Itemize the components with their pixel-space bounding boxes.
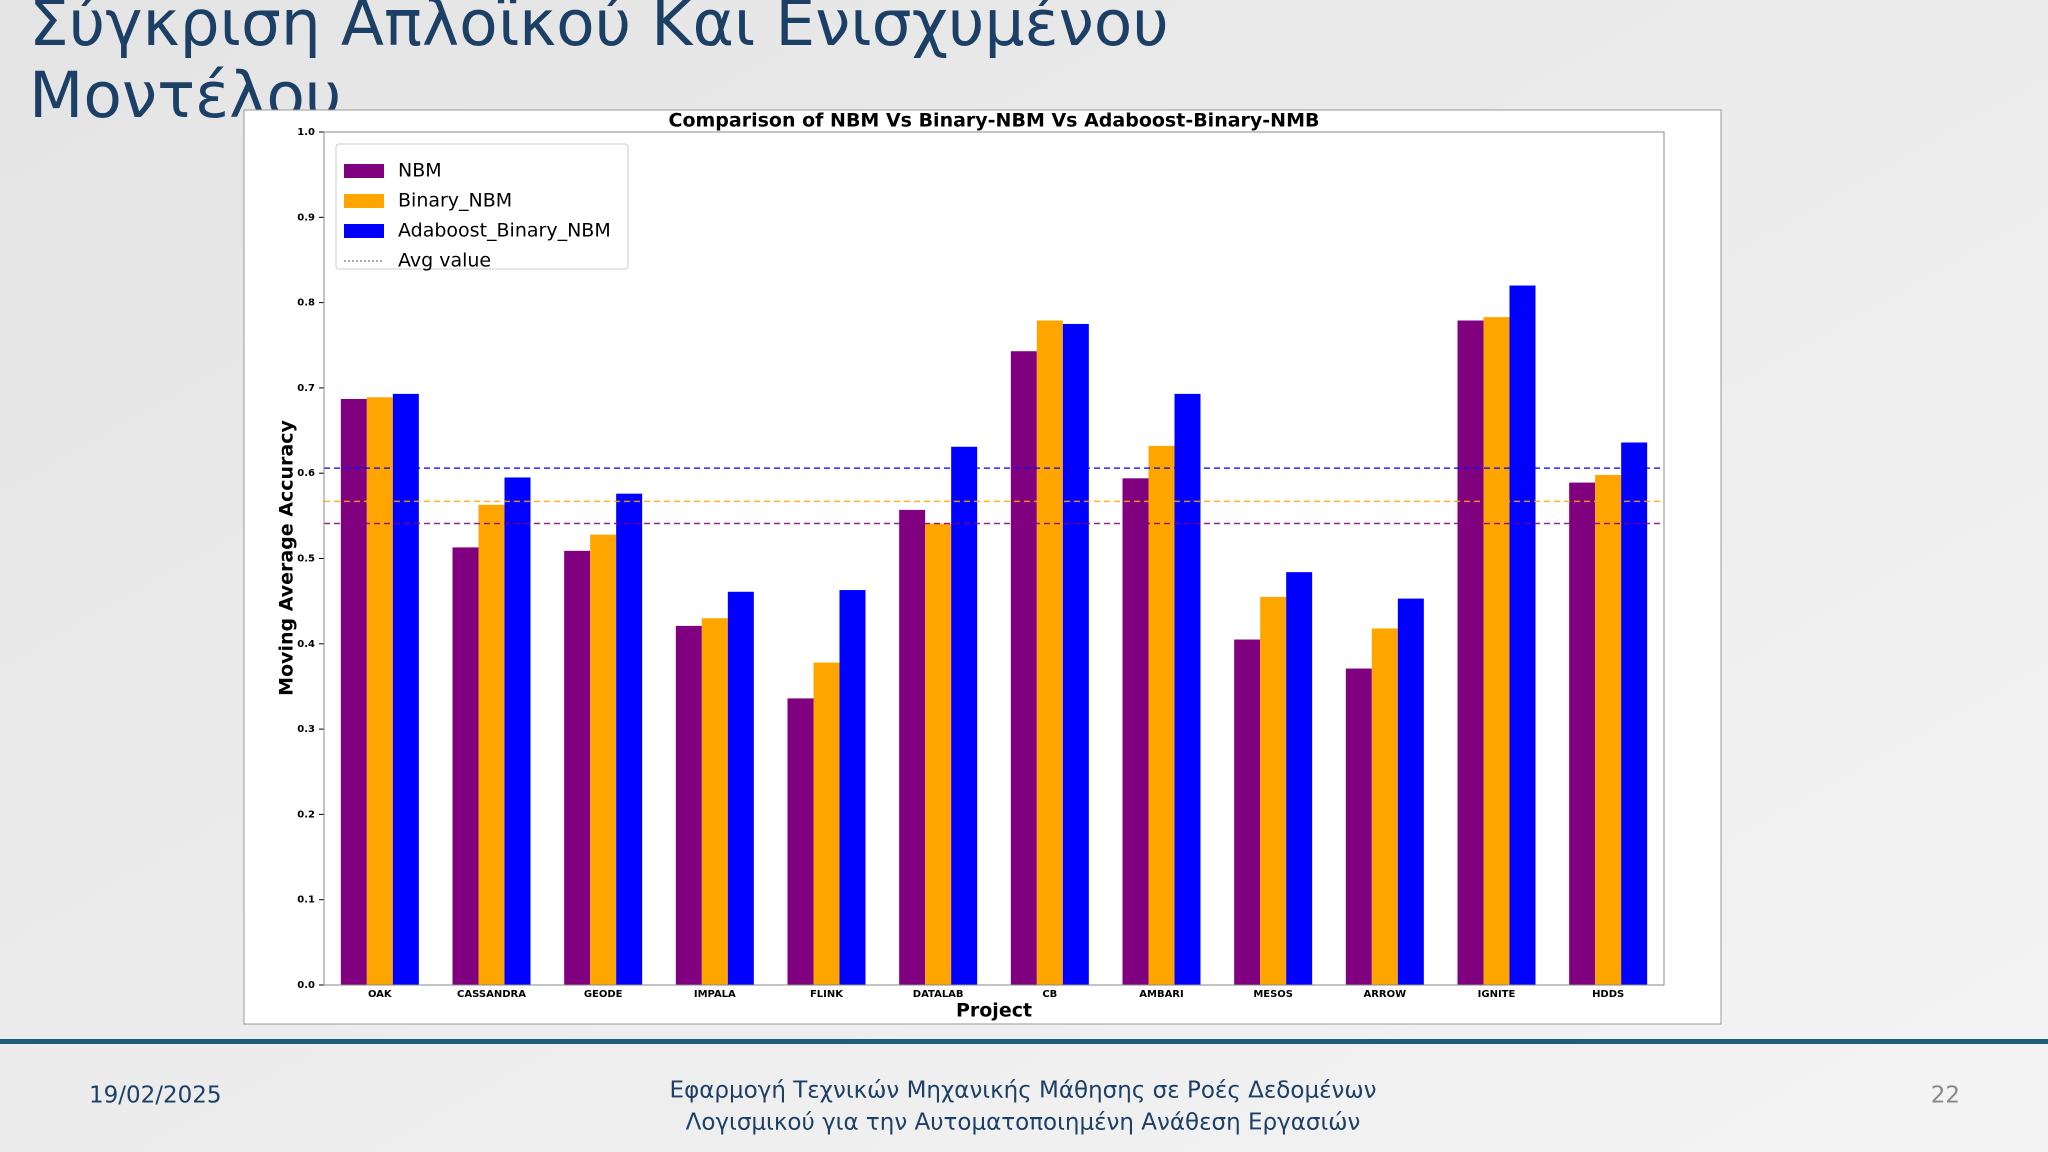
y-tick-label: 0.3 xyxy=(297,724,315,735)
bar xyxy=(1122,478,1149,985)
x-tick-label: AMBARI xyxy=(1139,989,1183,1000)
bar xyxy=(1260,596,1287,985)
y-axis-label: Moving Average Accuracy xyxy=(276,419,298,695)
legend-label: NBM xyxy=(398,160,442,182)
bar xyxy=(1509,285,1536,985)
chart-title: Comparison of NBM Vs Binary-NBM Vs Adabo… xyxy=(669,110,1320,132)
bar xyxy=(1397,598,1424,985)
bar xyxy=(366,397,393,986)
bar xyxy=(1036,320,1063,985)
bar xyxy=(813,662,840,985)
bar xyxy=(504,477,531,985)
bar xyxy=(701,618,728,985)
slide-title-line: Σύγκριση Απλοϊκού Και Ενισχυμένου xyxy=(29,0,1169,60)
y-tick-label: 0.1 xyxy=(297,895,315,906)
footer-date: 19/02/2025 xyxy=(89,1083,222,1109)
bar xyxy=(1621,442,1648,985)
bar xyxy=(1345,668,1372,985)
bar xyxy=(925,523,952,985)
x-tick-label: FLINK xyxy=(810,989,844,1000)
y-tick-label: 0.6 xyxy=(297,468,315,479)
x-axis-label: Project xyxy=(956,1000,1032,1022)
bar xyxy=(452,547,479,985)
x-tick-label: HDDS xyxy=(1592,989,1624,1000)
y-tick-label: 0.2 xyxy=(297,809,315,820)
bar xyxy=(564,550,591,985)
footer-text: Εφαρμογή Τεχνικών Μηχανικής Μάθησης σε Ρ… xyxy=(670,1078,1377,1104)
bar xyxy=(1234,639,1261,985)
x-tick-label: CB xyxy=(1042,989,1057,1000)
legend-label: Avg value xyxy=(398,250,491,272)
x-tick-label: OAK xyxy=(368,989,393,1000)
bar xyxy=(951,446,978,986)
plot-frame xyxy=(323,131,1665,986)
y-tick-label: 0.8 xyxy=(297,298,315,309)
x-tick-label: DATALAB xyxy=(913,989,964,1000)
legend-label: Adaboost_Binary_NBM xyxy=(398,220,611,242)
chart: Comparison of NBM Vs Binary-NBM Vs Adabo… xyxy=(243,109,1722,1025)
x-tick-label: IGNITE xyxy=(1478,989,1516,1000)
y-tick-label: 0.5 xyxy=(297,554,315,565)
footer-text: Λογισμικού για την Αυτοματοποιημένη Ανάθ… xyxy=(686,1110,1361,1136)
legend-swatch xyxy=(344,194,384,208)
bar xyxy=(727,591,754,985)
bar xyxy=(1595,474,1622,985)
bar xyxy=(590,534,617,985)
y-tick-label: 0.7 xyxy=(297,383,315,394)
bar xyxy=(899,509,926,985)
bar xyxy=(478,504,505,985)
bar xyxy=(1174,393,1201,986)
y-tick-label: 0.4 xyxy=(297,639,315,650)
bar xyxy=(340,398,367,985)
bar xyxy=(1483,317,1510,985)
bar xyxy=(1286,572,1313,985)
bar xyxy=(1010,351,1037,985)
bar xyxy=(1457,320,1484,985)
bar xyxy=(392,393,419,986)
bar xyxy=(1569,482,1596,985)
y-tick-label: 0.9 xyxy=(297,212,315,223)
bar xyxy=(616,493,643,985)
x-tick-label: GEODE xyxy=(584,989,623,1000)
x-tick-label: ARROW xyxy=(1363,989,1406,1000)
x-tick-label: CASSANDRA xyxy=(457,989,526,1000)
legend-box xyxy=(335,143,629,270)
legend-label: Binary_NBM xyxy=(398,190,512,212)
footer-rule xyxy=(0,1039,2048,1044)
legend-swatch xyxy=(344,224,384,238)
bar xyxy=(839,590,866,985)
legend-swatch xyxy=(344,164,384,178)
y-tick-label: 0.0 xyxy=(297,980,315,991)
bar xyxy=(1371,628,1398,985)
x-tick-label: IMPALA xyxy=(694,989,736,1000)
bar xyxy=(1148,445,1175,985)
y-tick-label: 1.0 xyxy=(297,127,315,138)
bar xyxy=(787,698,814,985)
x-tick-label: MESOS xyxy=(1253,989,1293,1000)
page-number: 22 xyxy=(1931,1083,1960,1109)
bar xyxy=(675,625,702,985)
bar xyxy=(1062,323,1089,985)
